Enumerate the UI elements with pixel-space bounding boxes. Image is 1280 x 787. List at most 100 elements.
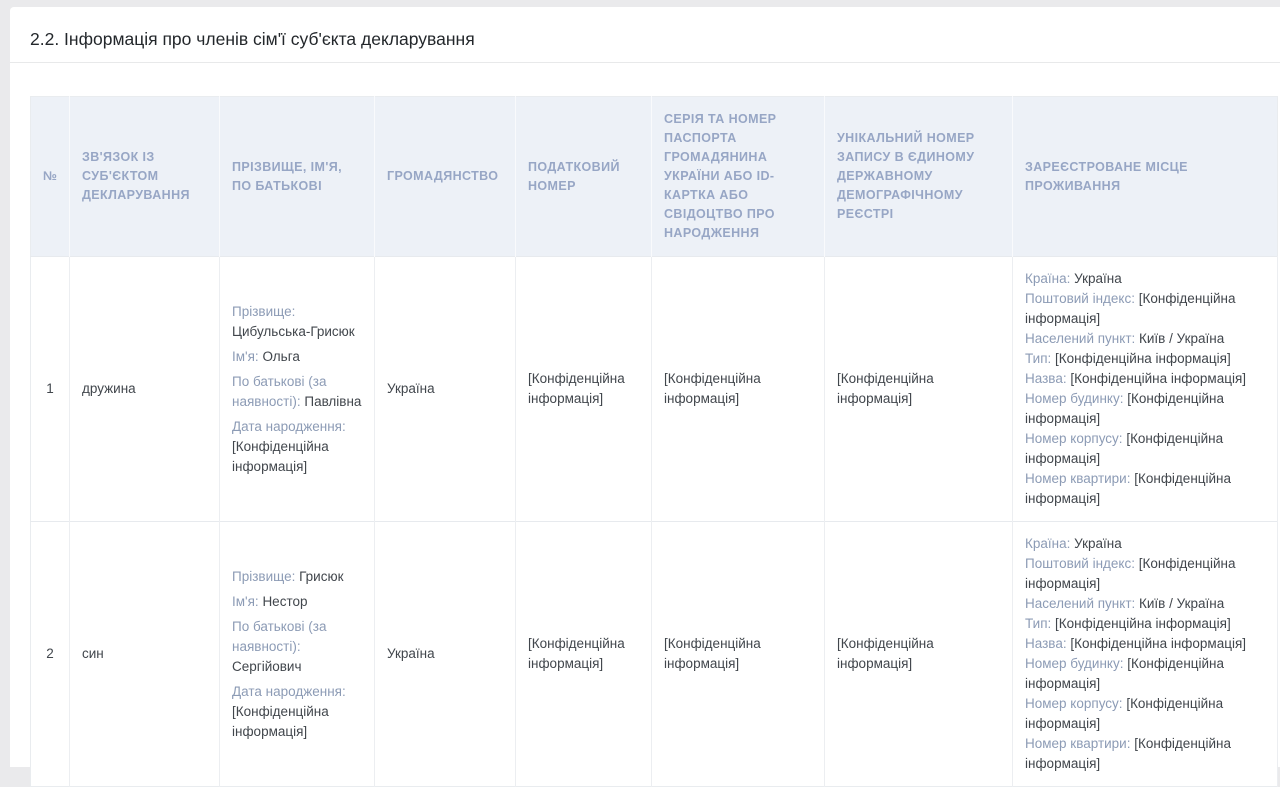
address-field: Назва: [Конфіденційна інформація] [1025, 369, 1265, 389]
address-field-value: [Конфіденційна інформація] [1055, 351, 1231, 366]
address-field-label: Населений пункт: [1025, 596, 1136, 611]
name-field: По батькові (за наявності): Сергійович [232, 617, 362, 677]
cell-registered-address: Країна: Україна Поштовий індекс: [Конфіде… [1012, 521, 1278, 787]
address-field: Тип: [Конфіденційна інформація] [1025, 614, 1265, 634]
family-member-row: 1 дружина Прізвище: Цибульська-Грисюк Ім'я:… [30, 256, 1278, 522]
name-field: Прізвище: Грисюк [232, 567, 362, 587]
address-field: Номер корпусу: [Конфіденційна інформація… [1025, 429, 1265, 469]
cell-full-name: Прізвище: Грисюк Ім'я: Нестор По батькові … [219, 521, 375, 787]
address-field: Країна: Україна [1025, 534, 1265, 554]
name-field-label: По батькові (за наявності): [232, 373, 327, 409]
cell-registry-number: [Конфіденційна інформація] [824, 521, 1013, 787]
section-title: 2.2. Інформація про членів сім'ї суб'єкт… [30, 29, 475, 49]
name-field: Дата народження: [Конфіденційна інформац… [232, 417, 362, 477]
section-content: № ЗВ'ЯЗОК ІЗ СУБ'ЄКТОМ ДЕКЛАРУВАННЯ ПРІЗВИ… [10, 63, 1280, 787]
address-field-label: Поштовий індекс: [1025, 291, 1135, 306]
address-field-label: Назва: [1025, 636, 1067, 651]
address-field-label: Тип: [1025, 616, 1052, 631]
cell-number: 2 [30, 521, 70, 787]
address-field: Номер квартири: [Конфіденційна інформаці… [1025, 734, 1265, 774]
cell-relation: дружина [69, 256, 220, 522]
address-field: Населений пункт: Київ / Україна [1025, 329, 1265, 349]
name-field-value: Нестор [262, 593, 308, 609]
address-field: Тип: [Конфіденційна інформація] [1025, 349, 1265, 369]
address-field-label: Номер корпусу: [1025, 431, 1123, 446]
address-field-value: [Конфіденційна інформація] [1025, 391, 1225, 426]
column-header: ПРІЗВИЩЕ, ІМ'Я, ПО БАТЬКОВІ [219, 96, 375, 257]
name-field-label: Прізвище: [232, 303, 296, 319]
name-field-value: Павлівна [304, 393, 362, 409]
address-field-value: [Конфіденційна інформація] [1070, 371, 1247, 386]
address-field-label: Поштовий індекс: [1025, 556, 1135, 571]
name-field: Ім'я: Ольга [232, 347, 362, 367]
address-field-value: Україна [1074, 536, 1122, 551]
address-field-label: Країна: [1025, 536, 1071, 551]
title-divider [10, 62, 1280, 63]
name-field-value: Сергійович [232, 658, 302, 674]
address-field-label: Населений пункт: [1025, 331, 1136, 346]
declaration-section-card: 2.2. Інформація про членів сім'ї суб'єкт… [10, 7, 1280, 787]
address-field-value: [Конфіденційна інформація] [1025, 431, 1224, 466]
name-field-value: [Конфіденційна інформація] [232, 438, 329, 474]
name-field: Ім'я: Нестор [232, 592, 362, 612]
address-field: Номер будинку: [Конфіденційна інформація… [1025, 389, 1265, 429]
address-field-value: [Конфіденційна інформація] [1025, 656, 1225, 691]
cell-citizenship: Україна [374, 256, 516, 522]
cell-tax-number: [Конфіденційна інформація] [515, 256, 652, 522]
address-field: Номер квартири: [Конфіденційна інформаці… [1025, 469, 1265, 509]
name-field: Дата народження: [Конфіденційна інформац… [232, 682, 362, 742]
name-field-label: Дата народження: [232, 418, 346, 434]
cell-tax-number: [Конфіденційна інформація] [515, 521, 652, 787]
address-field-value: Україна [1074, 271, 1122, 286]
family-members-table: № ЗВ'ЯЗОК ІЗ СУБ'ЄКТОМ ДЕКЛАРУВАННЯ ПРІЗВИ… [30, 96, 1278, 787]
name-field-value: [Конфіденційна інформація] [232, 703, 329, 739]
name-field: Прізвище: Цибульська-Грисюк [232, 302, 362, 342]
address-field: Населений пункт: Київ / Україна [1025, 594, 1265, 614]
column-header: ЗВ'ЯЗОК ІЗ СУБ'ЄКТОМ ДЕКЛАРУВАННЯ [69, 96, 220, 257]
address-field-value: [Конфіденційна інформація] [1070, 636, 1247, 651]
cell-registered-address: Країна: Україна Поштовий індекс: [Конфіде… [1012, 256, 1278, 522]
address-field-label: Номер квартири: [1025, 736, 1131, 751]
address-field-value: Київ / Україна [1139, 596, 1225, 611]
address-field: Номер корпусу: [Конфіденційна інформація… [1025, 694, 1265, 734]
name-field-label: Ім'я: [232, 593, 259, 609]
address-field-label: Номер будинку: [1025, 391, 1124, 406]
table-header-row: № ЗВ'ЯЗОК ІЗ СУБ'ЄКТОМ ДЕКЛАРУВАННЯ ПРІЗВИ… [30, 96, 1278, 257]
cell-passport: [Конфіденційна інформація] [651, 256, 825, 522]
name-field: По батькові (за наявності): Павлівна [232, 372, 362, 412]
name-field-label: Ім'я: [232, 348, 259, 364]
address-field: Поштовий індекс: [Конфіденційна інформац… [1025, 554, 1265, 594]
address-field-value: [Конфіденційна інформація] [1025, 291, 1236, 326]
cell-relation: син [69, 521, 220, 787]
address-field: Номер будинку: [Конфіденційна інформація… [1025, 654, 1265, 694]
address-field-value: [Конфіденційна інформація] [1025, 471, 1232, 506]
address-field: Поштовий індекс: [Конфіденційна інформац… [1025, 289, 1265, 329]
cell-registry-number: [Конфіденційна інформація] [824, 256, 1013, 522]
name-field-label: По батькові (за наявності): [232, 618, 327, 654]
address-field-value: [Конфіденційна інформація] [1025, 556, 1236, 591]
cell-citizenship: Україна [374, 521, 516, 787]
name-field-value: Грисюк [299, 568, 344, 584]
address-field: Назва: [Конфіденційна інформація] [1025, 634, 1265, 654]
address-field-value: [Конфіденційна інформація] [1025, 696, 1224, 731]
name-field-value: Ольга [262, 348, 300, 364]
column-header: ЗАРЕЄСТРОВАНЕ МІСЦЕ ПРОЖИВАННЯ [1012, 96, 1278, 257]
column-header: № [30, 96, 70, 257]
name-field-label: Прізвище: [232, 568, 296, 584]
address-field-value: Київ / Україна [1139, 331, 1225, 346]
address-field-label: Тип: [1025, 351, 1052, 366]
cell-number: 1 [30, 256, 70, 522]
name-field-value: Цибульська-Грисюк [232, 323, 355, 339]
address-field-label: Назва: [1025, 371, 1067, 386]
column-header: УНІКАЛЬНИЙ НОМЕР ЗАПИСУ В ЄДИНОМУ ДЕРЖАВ… [824, 96, 1013, 257]
address-field-label: Номер корпусу: [1025, 696, 1123, 711]
address-field-value: [Конфіденційна інформація] [1055, 616, 1231, 631]
column-header: СЕРІЯ ТА НОМЕР ПАСПОРТА ГРОМАДЯНИНА УКРА… [651, 96, 825, 257]
address-field-label: Номер квартири: [1025, 471, 1131, 486]
address-field-label: Країна: [1025, 271, 1071, 286]
cell-passport: [Конфіденційна інформація] [651, 521, 825, 787]
cell-full-name: Прізвище: Цибульська-Грисюк Ім'я: Ольга По… [219, 256, 375, 522]
name-field-label: Дата народження: [232, 683, 346, 699]
family-member-row: 2 син Прізвище: Грисюк Ім'я: Нестор По батьк… [30, 521, 1278, 787]
address-field: Країна: Україна [1025, 269, 1265, 289]
